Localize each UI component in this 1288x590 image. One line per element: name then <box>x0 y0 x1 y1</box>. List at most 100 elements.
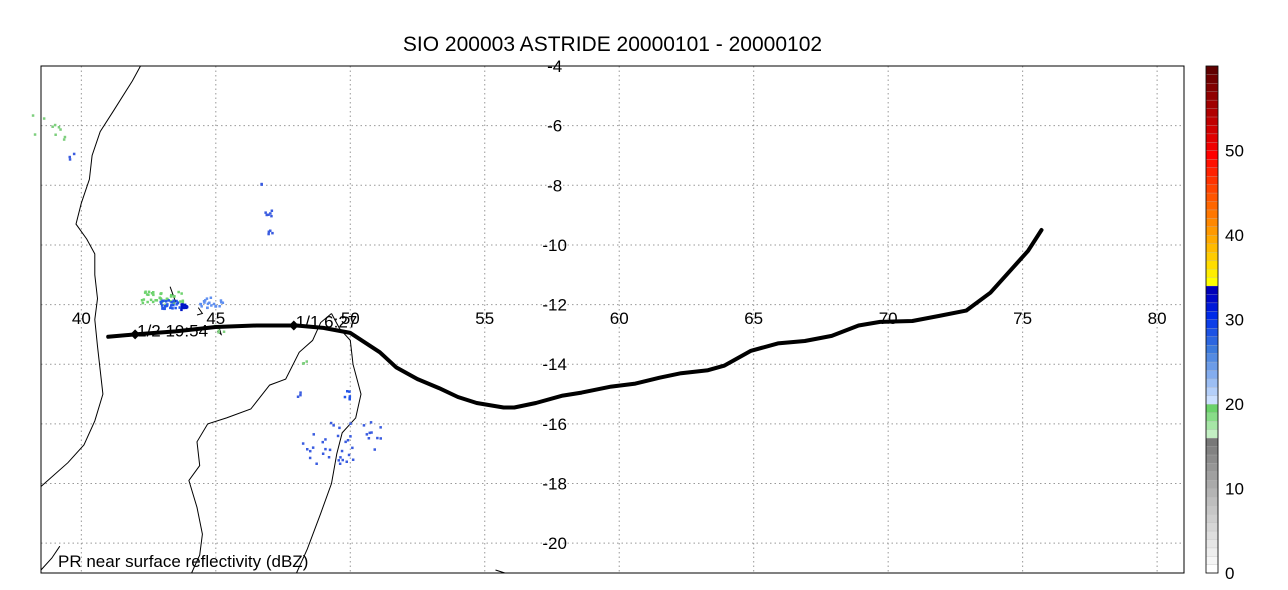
rain-pixel <box>162 299 165 302</box>
rain-pixel <box>154 299 157 302</box>
lat-label: -16 <box>542 415 567 434</box>
lat-label: -6 <box>547 117 562 136</box>
colorbar-bin <box>1205 412 1219 422</box>
rain-pixel <box>175 303 178 306</box>
rain-pixel <box>267 213 270 216</box>
rain-pixel <box>183 304 186 307</box>
colorbar-bin <box>1205 319 1219 329</box>
rain-pixel <box>182 306 185 310</box>
colorbar-bin <box>1205 133 1219 143</box>
rain-pixel <box>172 302 175 305</box>
map-frame <box>40 65 1185 574</box>
rain-pixel <box>200 305 203 308</box>
rain-pixel <box>270 214 273 218</box>
rain-pixel <box>147 290 151 294</box>
lat-label: -18 <box>542 475 567 494</box>
rain-pixel <box>302 362 305 365</box>
rain-pixel <box>209 296 213 299</box>
colorbar-bin <box>1205 91 1219 101</box>
rain-pixel <box>175 299 178 303</box>
lat-label: -10 <box>542 236 567 255</box>
rain-pixel <box>267 230 271 233</box>
lon-label: 55 <box>475 309 494 328</box>
colorbar-label: 20 <box>1225 395 1244 414</box>
rain-pixel <box>218 305 221 308</box>
rain-pixel <box>370 431 373 434</box>
rain-pixel <box>217 329 220 332</box>
rain-pixel <box>145 293 149 296</box>
colorbar-bin <box>1205 150 1219 160</box>
rain-pixel <box>348 397 351 400</box>
rain-pixel <box>271 231 274 235</box>
rain-pixel <box>160 292 163 295</box>
colorbar-bin <box>1205 479 1219 489</box>
colorbar-bin <box>1205 310 1219 320</box>
rain-pixel <box>305 360 308 363</box>
rain-pixel <box>68 155 71 159</box>
colorbar-labels: 0 10 20 30 40 50 <box>1225 142 1244 584</box>
rain-pixel <box>172 303 175 307</box>
rain-pixel <box>152 293 155 297</box>
colorbar-bin <box>1205 522 1219 532</box>
colorbar-bin <box>1205 217 1219 228</box>
rain-pixel <box>165 297 169 300</box>
rain-pixel <box>269 229 272 232</box>
track-marker-label: 1/1 6:27 <box>296 312 357 331</box>
rain-pixel <box>301 442 305 445</box>
rain-pixel <box>160 302 163 305</box>
rain-pixel <box>260 183 263 186</box>
colorbar-bin <box>1205 446 1219 456</box>
track-marker <box>130 329 141 340</box>
rain-pixel <box>217 331 220 334</box>
rain-pixel <box>167 299 170 302</box>
rain-pixel <box>53 123 57 127</box>
coastline <box>40 545 61 571</box>
colorbar-bin <box>1205 302 1219 312</box>
rain-pixel <box>347 453 351 457</box>
rain-pixel <box>344 440 347 444</box>
colorbar-bin <box>1205 82 1219 92</box>
rain-pixel <box>324 438 327 441</box>
rain-pixel <box>160 304 164 307</box>
colorbar-bin <box>1205 353 1219 363</box>
rain-pixel <box>68 158 72 161</box>
rain-pixel <box>265 213 268 217</box>
lon-label: 70 <box>879 309 898 328</box>
colorbar-bin <box>1205 513 1219 523</box>
rain-pixel <box>309 449 312 453</box>
rain-pixel <box>59 128 62 131</box>
colorbar-bin <box>1205 547 1219 557</box>
colorbar-bin <box>1205 496 1219 506</box>
rain-pixel <box>327 456 331 459</box>
lat-label: -14 <box>542 355 567 374</box>
colorbar-bin <box>1205 74 1219 84</box>
colorbar-bin <box>1205 125 1219 135</box>
track-line <box>106 228 1044 410</box>
rain-pixel <box>204 299 207 302</box>
colorbar-bin <box>1205 167 1219 177</box>
coastline <box>188 313 332 574</box>
rain-pixel <box>179 300 182 303</box>
rain-pixel <box>348 395 352 398</box>
colorbar-bin <box>1205 530 1219 540</box>
rain-pixel <box>177 290 180 294</box>
rain-pixel <box>308 456 312 460</box>
rain-pixel <box>296 395 300 398</box>
rain-pixel <box>338 426 341 430</box>
colorbar-label: 40 <box>1225 226 1244 245</box>
rain-pixel <box>338 462 342 465</box>
colorbar-bin <box>1205 192 1219 202</box>
rain-pixel <box>176 301 180 305</box>
rain-pixel <box>141 301 145 305</box>
rain-pixel <box>351 458 355 461</box>
rain-pixel <box>31 114 35 117</box>
lat-label: -12 <box>542 296 567 315</box>
rain-pixel <box>222 330 226 333</box>
colorbar-frame <box>1205 65 1219 574</box>
rain-pixel <box>362 424 366 427</box>
rain-pixel <box>339 456 342 459</box>
rain-pixel <box>140 299 144 302</box>
colorbar-bin <box>1205 454 1219 464</box>
rain-pixel <box>72 152 76 156</box>
